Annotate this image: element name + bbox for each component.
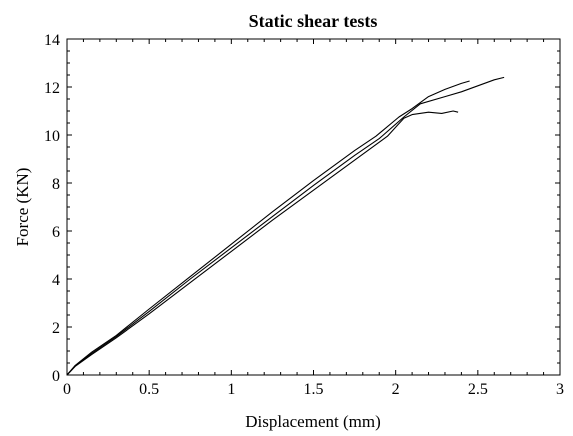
y-tick-label: 14 [44,32,60,49]
x-tick-label: 1.5 [304,381,324,398]
y-tick-label: 4 [52,272,60,289]
axis-tick-labels: 0 0.5 1 1.5 2 2.5 3 0 2 4 6 8 10 12 14 [44,32,564,398]
y-tick-label: 0 [52,368,60,385]
x-tick-label: 2.5 [468,381,488,398]
x-axis-label: Displacement (mm) [245,412,381,431]
series-line-2 [66,76,505,376]
y-tick-label: 12 [44,80,60,97]
chart-title: Static shear tests [249,11,378,31]
axis-ticks [66,38,561,376]
series-line-1 [66,80,470,376]
series-lines [66,76,505,376]
plot-frame [66,38,561,376]
x-tick-label: 1 [227,381,235,398]
x-tick-label: 2 [392,381,400,398]
y-tick-label: 2 [52,320,60,337]
y-tick-label: 8 [52,176,60,193]
x-tick-label: 0.5 [139,381,159,398]
y-axis-label: Force (KN) [13,168,32,247]
x-tick-label: 3 [556,381,564,398]
y-tick-label: 10 [44,128,60,145]
series-line-3 [66,110,459,376]
y-tick-label: 6 [52,224,60,241]
x-tick-label: 0 [63,381,71,398]
